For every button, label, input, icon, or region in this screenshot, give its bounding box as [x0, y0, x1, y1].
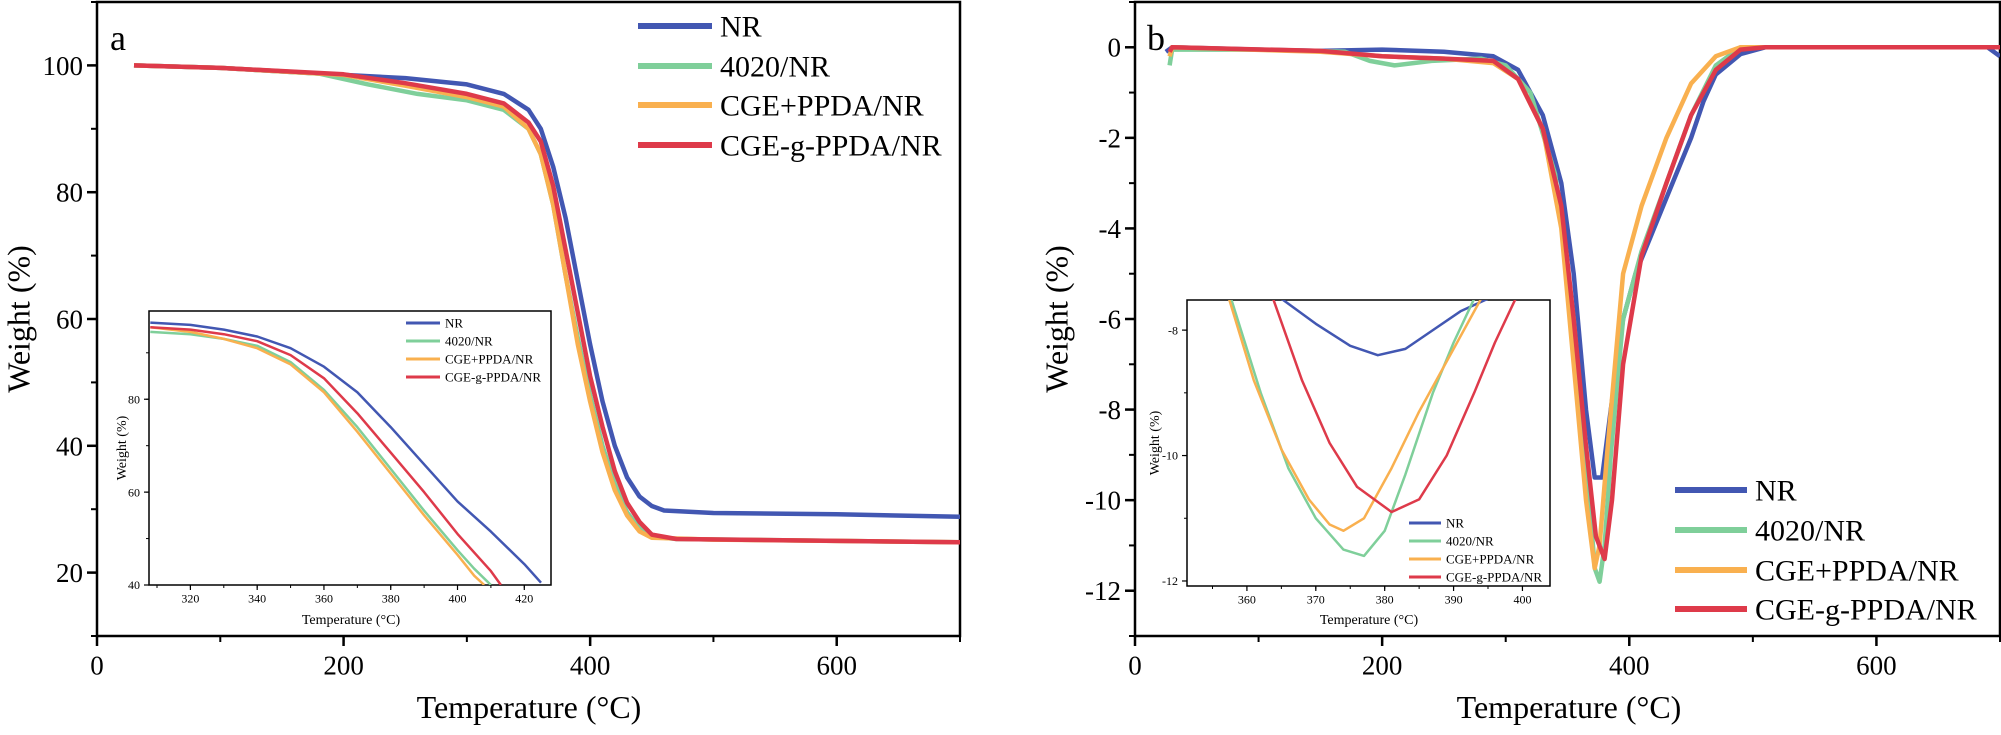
- chart-a-inset-y-axis-label: Weight (%): [115, 415, 130, 480]
- chart-b-inset-x-tick-label: 380: [1376, 593, 1394, 607]
- chart-a-legend: NR 4020/NR CGE+PPDA/NR CGE-g-PPDA/NR: [638, 11, 942, 163]
- chart-a-inset-x-axis-label: Temperature (°C): [302, 613, 401, 628]
- chart-a-inset-x-tick-label: 360: [315, 592, 333, 606]
- chart-b-x-tick-label: 600: [1856, 650, 1897, 680]
- chart-b-inset-legend-label: CGE+PPDA/NR: [1446, 552, 1535, 567]
- chart-a-y-tick-label: 40: [56, 431, 83, 461]
- chart-a-inset-x-tick-label: 420: [515, 592, 533, 606]
- chart-a-y-tick-label: 80: [56, 178, 83, 208]
- chart-b-inset-series-line-3: [1272, 300, 1517, 514]
- chart-a-inset-x-tick-label: 400: [449, 592, 467, 606]
- chart-b-inset-y-tick-label: -8: [1168, 323, 1178, 337]
- chart-b-x-axis-label: Temperature (°C): [1457, 689, 1682, 725]
- chart-b-x-tick-label: 200: [1362, 650, 1403, 680]
- chart-a-inset-legend-label: 4020/NR: [445, 334, 493, 349]
- chart-a-inset-y-tick-label: 40: [128, 578, 140, 592]
- chart-b-x-tick-label: 0: [1128, 650, 1142, 680]
- chart-a-legend-label: NR: [720, 11, 762, 44]
- chart-b-inset-plot: 360 370 380 390 400 -12 -10 -8 Temperature (°C) W…: [1148, 299, 1551, 628]
- chart-b-inset-y-tick-label: -10: [1162, 449, 1178, 463]
- chart-b-x-tick-label: 400: [1609, 650, 1650, 680]
- chart-a-inset-legend: NR 4020/NR CGE+PPDA/NR CGE-g-PPDA/NR: [406, 316, 541, 385]
- chart-a-inset-series-line-2: [150, 326, 486, 585]
- chart-b-inset-series-group: [1228, 300, 1517, 558]
- chart-b-inset-frame: [1186, 299, 1551, 587]
- chart-a-inset-x-tick-label: 380: [382, 592, 400, 606]
- chart-a-x-tick-label: 600: [816, 650, 857, 680]
- chart-b-inset-x-tick-label: 390: [1445, 593, 1463, 607]
- chart-a-inset-series-group: [150, 321, 542, 585]
- chart-b-inset-x-tick-label: 360: [1238, 593, 1256, 607]
- chart-b-series-line-3: [1167, 45, 2000, 562]
- chart-a-series-line-3: [133, 63, 960, 545]
- chart-a-y-axis-label: Weight (%): [0, 245, 36, 393]
- chart-a-x-tick-label: 200: [323, 650, 364, 680]
- chart-b-inset-series-line-2: [1228, 300, 1482, 533]
- chart-b-y-axis-label: Weight (%): [1038, 245, 1074, 393]
- chart-b-legend-label: CGE+PPDA/NR: [1755, 555, 1959, 588]
- chart-a-inset-legend-label: NR: [445, 316, 463, 331]
- chart-b-y-tick-label: -6: [1099, 304, 1122, 334]
- chart-a-y-tick-label: 100: [43, 51, 84, 81]
- chart-b-inset-y-axis-label: Weight (%): [1148, 410, 1163, 475]
- chart-a-panel-label: a: [110, 18, 126, 58]
- chart-a-legend-label: CGE+PPDA/NR: [720, 90, 924, 123]
- chart-b-y-tick-label: -10: [1085, 486, 1121, 516]
- chart-b-series-group: [1164, 45, 2000, 584]
- chart-a-legend-label: CGE-g-PPDA/NR: [720, 130, 942, 163]
- chart-a-x-tick-label: 0: [90, 650, 104, 680]
- chart-a-y-tick-label: 20: [56, 558, 83, 588]
- chart-b-inset-legend-label: 4020/NR: [1446, 534, 1494, 549]
- chart-a-inset-y-tick-label: 80: [128, 392, 140, 406]
- chart-a-legend-label: 4020/NR: [720, 51, 830, 84]
- chart-b-y-tick-label: -4: [1099, 214, 1122, 244]
- chart-b-inset-legend-label: NR: [1446, 516, 1464, 531]
- chart-b-y-tick-label: -8: [1099, 395, 1122, 425]
- chart-a-series-line-0: [133, 63, 960, 520]
- chart-a-y-tick-label: 60: [56, 304, 83, 334]
- chart-b-inset-x-tick-label: 370: [1307, 593, 1325, 607]
- chart-b-legend-label: CGE-g-PPDA/NR: [1755, 594, 1977, 627]
- chart-b-legend: NR 4020/NR CGE+PPDA/NR CGE-g-PPDA/NR: [1675, 475, 1977, 627]
- chart-b-y-tick-label: 0: [1108, 33, 1122, 63]
- chart-b-inset-y-tick-label: -12: [1162, 574, 1178, 588]
- chart-a-x-tick-label: 400: [570, 650, 611, 680]
- chart-a-inset-y-tick-label: 60: [128, 485, 140, 499]
- chart-b-panel-label: b: [1147, 18, 1165, 58]
- chart-b-inset-legend-label: CGE-g-PPDA/NR: [1446, 570, 1542, 585]
- chart-a-series-group: [133, 63, 960, 545]
- chart-b-inset-legend: NR 4020/NR CGE+PPDA/NR CGE-g-PPDA/NR: [1409, 516, 1542, 585]
- chart-a-series-line-2: [133, 63, 960, 545]
- chart-a-inset-series-line-3: [150, 326, 502, 585]
- chart-a-x-axis-label: Temperature (°C): [417, 689, 642, 725]
- chart-a-inset-frame: [148, 310, 552, 586]
- chart-a-inset-series-line-0: [150, 321, 542, 584]
- chart-b-inset-x-axis-label: Temperature (°C): [1320, 613, 1419, 628]
- chart-b-y-tick-label: -2: [1099, 123, 1122, 153]
- chart-a-inset-x-tick-label: 340: [248, 592, 266, 606]
- chart-a-inset-legend-label: CGE+PPDA/NR: [445, 352, 534, 367]
- chart-b-legend-label: NR: [1755, 475, 1797, 508]
- chart-b-legend-label: 4020/NR: [1755, 515, 1865, 548]
- chart-a-inset-x-tick-label: 320: [181, 592, 199, 606]
- chart-b-series-line-0: [1164, 45, 2000, 480]
- chart-b-inset-series-line-0: [1281, 300, 1489, 357]
- chart-b-y-tick-label: -12: [1085, 576, 1121, 606]
- chart-b-inset-x-tick-label: 400: [1513, 593, 1531, 607]
- chart-a-inset-legend-label: CGE-g-PPDA/NR: [445, 370, 541, 385]
- chart-a-inset-plot: 320 340 360 380 400 420 40 60 80 Temperature (°C)…: [115, 310, 552, 628]
